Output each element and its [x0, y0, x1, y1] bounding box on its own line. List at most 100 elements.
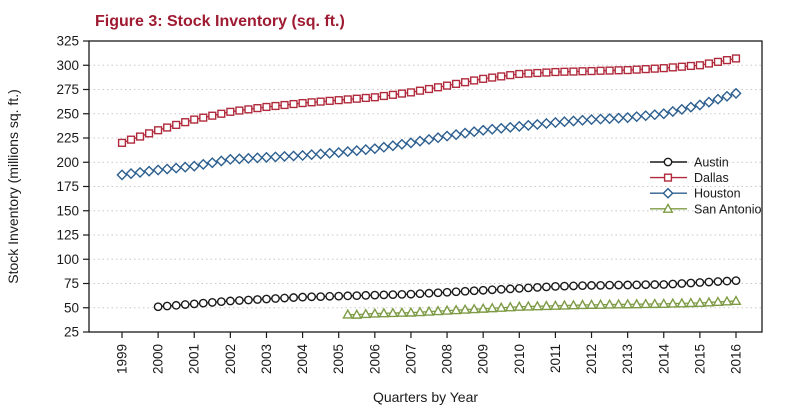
series-marker-san-antonio — [567, 299, 579, 310]
series-marker-houston — [603, 113, 616, 125]
series-marker-san-antonio — [486, 302, 498, 313]
series-marker-san-antonio — [558, 299, 570, 310]
series-marker-houston — [567, 115, 580, 127]
series-marker-houston — [278, 150, 291, 163]
series-marker-austin — [271, 294, 280, 303]
series-marker-san-antonio — [730, 295, 742, 306]
series-marker-austin — [560, 281, 569, 291]
series-marker-houston — [233, 153, 245, 165]
series-marker-dallas — [126, 135, 136, 144]
x-tick-label: 2003 — [259, 344, 274, 374]
series-marker-houston — [631, 111, 643, 123]
series-marker-austin — [334, 291, 344, 301]
series-marker-houston — [486, 123, 498, 135]
legend-marker-san-antonio — [662, 202, 674, 213]
series-marker-houston — [179, 161, 191, 173]
series-marker-san-antonio — [477, 302, 489, 313]
series-marker-san-antonio — [694, 297, 706, 307]
series-marker-austin — [551, 282, 560, 291]
series-marker-dallas — [451, 79, 461, 88]
y-tick-label: 50 — [64, 300, 79, 315]
series-marker-houston — [685, 101, 697, 113]
series-marker-austin — [478, 285, 488, 295]
series-marker-austin — [623, 280, 633, 290]
series-marker-austin — [469, 286, 479, 296]
legend-marker-dallas — [663, 173, 673, 182]
series-marker-dallas — [208, 111, 217, 120]
series-marker-dallas — [262, 102, 271, 112]
series-marker-san-antonio — [522, 300, 534, 311]
series-marker-houston — [522, 119, 534, 131]
series-marker-dallas — [253, 104, 262, 113]
series-marker-dallas — [713, 57, 723, 66]
series-marker-dallas — [650, 64, 659, 73]
series-marker-austin — [596, 280, 605, 290]
series-marker-dallas — [271, 101, 280, 111]
series-marker-dallas — [325, 96, 334, 105]
series-marker-dallas — [515, 69, 524, 79]
series-marker-dallas — [695, 61, 704, 70]
y-tick-label: 300 — [56, 58, 79, 73]
series-marker-san-antonio — [369, 307, 381, 318]
series-marker-dallas — [623, 65, 632, 75]
series-marker-san-antonio — [712, 296, 724, 307]
series-marker-san-antonio — [513, 300, 525, 311]
series-marker-dallas — [551, 67, 560, 77]
series-marker-austin — [541, 282, 551, 292]
series-marker-austin — [388, 290, 398, 300]
series-marker-houston — [396, 138, 408, 150]
series-marker-houston — [224, 153, 236, 165]
legend-label-san-antonio: San Antonio — [694, 202, 761, 216]
series-marker-dallas — [379, 91, 388, 101]
y-tick-label: 25 — [64, 325, 79, 340]
series-marker-houston — [242, 152, 255, 164]
series-marker-austin — [442, 287, 452, 297]
series-marker-dallas — [668, 63, 677, 72]
x-tick-label: 2011 — [548, 344, 563, 373]
series-marker-austin — [225, 296, 235, 306]
series-marker-san-antonio — [604, 298, 616, 309]
series-marker-dallas — [632, 65, 641, 74]
series-marker-austin — [361, 290, 371, 300]
series-marker-houston — [378, 141, 390, 153]
series-marker-austin — [198, 298, 208, 308]
legend-marker-houston — [662, 187, 674, 199]
series-marker-san-antonio — [387, 307, 399, 318]
series-marker-dallas — [144, 129, 154, 138]
series-marker-austin — [370, 290, 380, 300]
series-marker-austin — [207, 298, 217, 307]
series-marker-san-antonio — [595, 298, 607, 309]
series-marker-dallas — [731, 54, 741, 63]
series-marker-houston — [468, 126, 480, 138]
series-marker-dallas — [289, 99, 298, 109]
series-marker-dallas — [524, 69, 533, 78]
series-marker-houston — [531, 118, 543, 131]
series-marker-houston — [558, 116, 571, 128]
x-tick-label: 2001 — [187, 344, 202, 374]
series-marker-houston — [251, 152, 264, 164]
series-marker-san-antonio — [631, 298, 643, 309]
series-marker-houston — [703, 96, 715, 108]
series-marker-dallas — [479, 74, 488, 83]
series-marker-austin — [496, 284, 506, 294]
series-marker-austin — [614, 280, 624, 290]
series-marker-dallas — [433, 83, 443, 92]
series-marker-san-antonio — [459, 303, 471, 314]
series-marker-san-antonio — [703, 296, 715, 307]
series-marker-austin — [343, 291, 353, 301]
series-marker-houston — [197, 158, 209, 170]
series-marker-dallas — [596, 66, 605, 75]
series-marker-dallas — [587, 66, 596, 76]
series-marker-dallas — [470, 76, 479, 85]
series-marker-austin — [569, 281, 578, 291]
series-marker-houston — [667, 105, 679, 118]
series-marker-san-antonio — [441, 304, 453, 315]
series-marker-dallas — [659, 64, 668, 73]
legend-label-dallas: Dallas — [694, 171, 729, 185]
x-tick-label: 2016 — [729, 344, 744, 374]
series-marker-houston — [188, 160, 200, 172]
y-tick-label: 200 — [56, 155, 79, 170]
series-marker-austin — [433, 288, 443, 298]
series-marker-houston — [721, 90, 733, 102]
chart-title: Figure 3: Stock Inventory (sq. ft.) — [95, 13, 345, 30]
